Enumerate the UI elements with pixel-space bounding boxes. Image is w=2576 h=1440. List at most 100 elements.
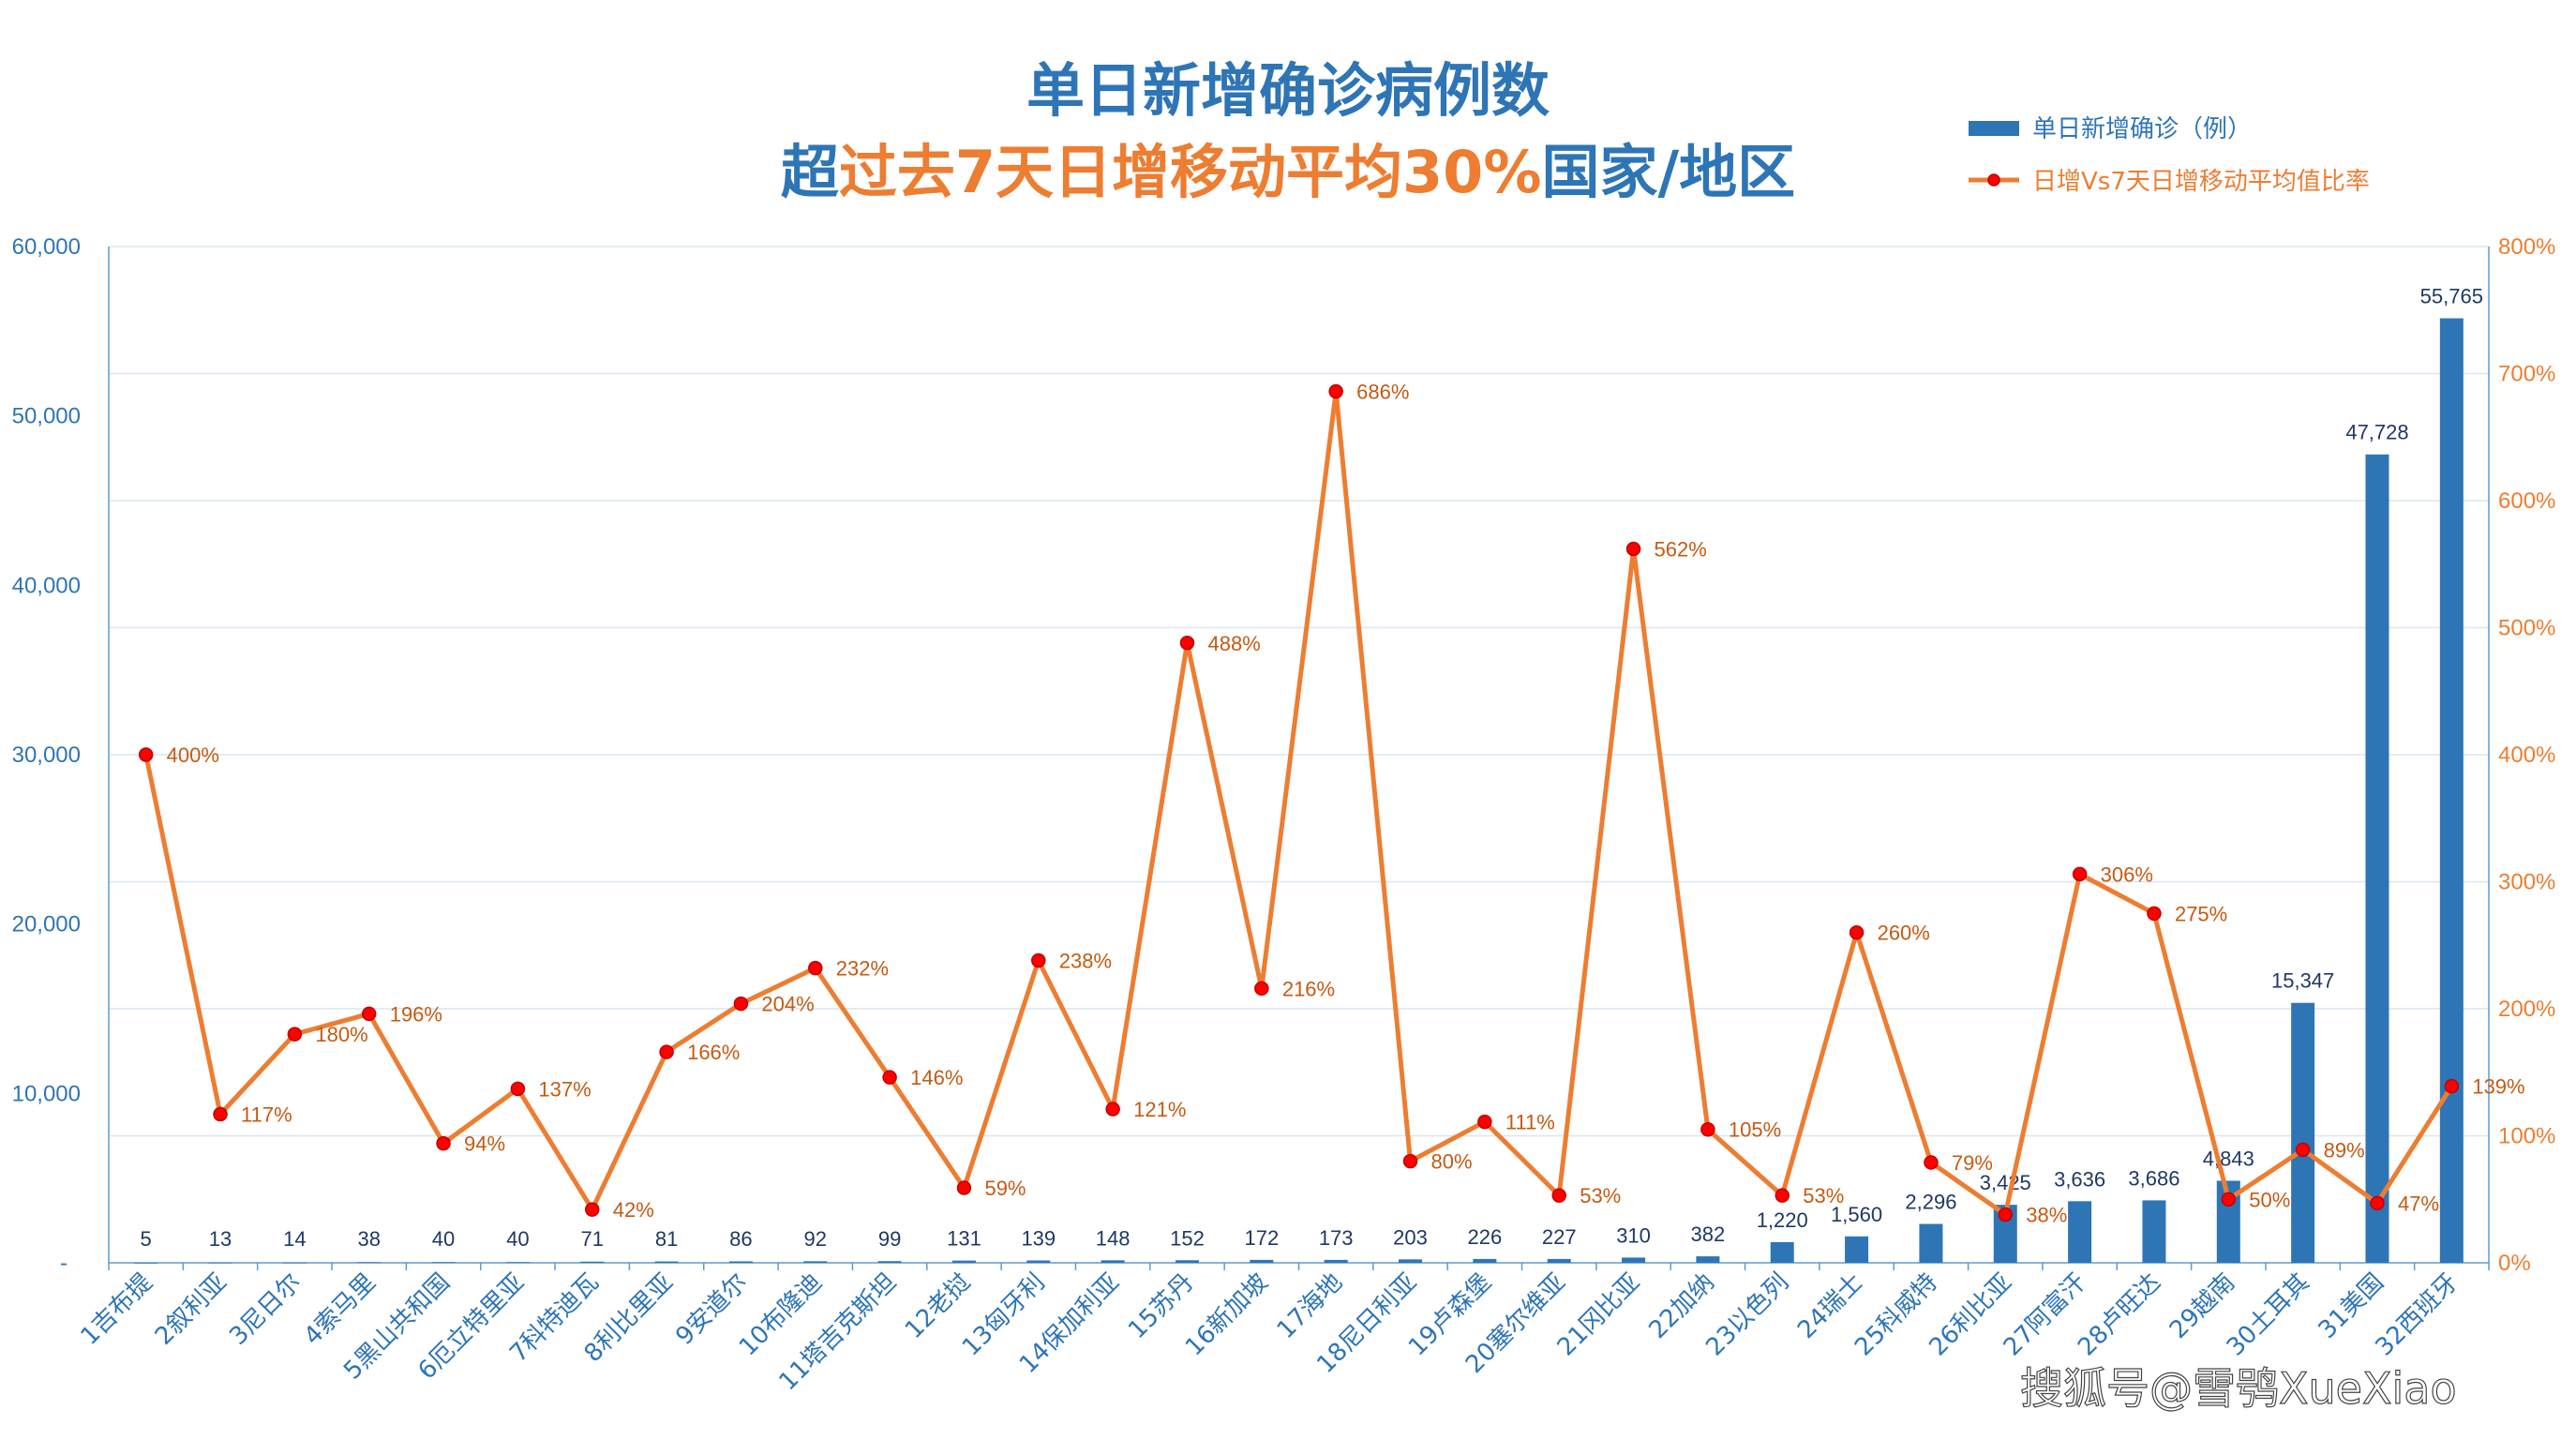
bar	[1026, 1260, 1051, 1263]
line-point	[2295, 1142, 2311, 1158]
bar	[877, 1261, 902, 1263]
bar-value-label: 226	[1468, 1225, 1503, 1249]
line-value-label: 306%	[2101, 862, 2153, 886]
bar-value-label: 15,347	[2271, 969, 2334, 993]
chart-subtitle-part: 过去7天日增移动平均30%	[839, 138, 1542, 206]
line-point	[1105, 1102, 1120, 1117]
bar	[208, 1262, 232, 1264]
right-tick-label: 200%	[2498, 997, 2555, 1022]
bar-value-label: 38	[357, 1227, 380, 1251]
line-point	[138, 747, 154, 762]
line-value-label: 180%	[315, 1023, 367, 1046]
line-value-label: 59%	[984, 1177, 1026, 1200]
line-point	[1328, 383, 1343, 399]
line-point	[510, 1081, 526, 1097]
line-value-label: 79%	[1952, 1151, 1993, 1175]
bar-value-label: 2,296	[1905, 1191, 1956, 1214]
line-value-label: 105%	[1729, 1118, 1781, 1142]
chart-title: 单日新增确诊病例数	[1026, 56, 1550, 125]
chart-subtitle-part: 国家/地区	[1541, 138, 1795, 206]
bar-value-label: 71	[580, 1227, 603, 1251]
plot-area: - 10,000 20,000 30,000 40,000 50,000 60,000 0% 1…	[12, 234, 2556, 1396]
bar	[1770, 1241, 1794, 1263]
bar	[2142, 1200, 2166, 1263]
bar-value-label: 40	[432, 1227, 455, 1251]
right-tick-label: 400%	[2498, 742, 2555, 768]
bar	[1250, 1259, 1274, 1263]
line-value-label: 166%	[687, 1041, 740, 1064]
bar-value-label: 40	[506, 1227, 529, 1251]
line-point	[361, 1006, 377, 1022]
bar	[134, 1262, 158, 1264]
line-point	[1031, 952, 1046, 968]
line-value-label: 232%	[836, 957, 889, 981]
category-label: 23以色列	[1700, 1268, 1794, 1362]
bar	[1101, 1260, 1125, 1263]
line-value-label: 94%	[464, 1132, 505, 1156]
line-point	[733, 996, 749, 1012]
line-value-label: 216%	[1282, 977, 1335, 1000]
watermark: 搜狐号@雪鸮XueXiao	[2020, 1363, 2457, 1414]
left-tick-label: 30,000	[12, 742, 81, 768]
line-point	[1625, 541, 1641, 557]
category-label: 21冈比亚	[1552, 1268, 1646, 1362]
line-value-label: 204%	[761, 993, 814, 1016]
line-point	[1998, 1207, 2014, 1222]
category-label: 16新加坡	[1180, 1268, 1274, 1362]
line-value-label: 686%	[1356, 380, 1409, 403]
left-tick-label: 40,000	[12, 573, 81, 598]
right-tick-label: 600%	[2498, 488, 2555, 514]
line-value-label: 89%	[2324, 1138, 2365, 1162]
line-value-label: 146%	[910, 1066, 963, 1089]
line-point	[1849, 924, 1865, 940]
line-value-label: 562%	[1655, 537, 1707, 561]
bar	[1175, 1260, 1199, 1263]
line-point	[1179, 636, 1195, 651]
bar-value-label: 1,220	[1757, 1208, 1808, 1232]
category-label: 32西班牙	[2371, 1268, 2464, 1362]
bar	[505, 1262, 530, 1264]
line-point	[2221, 1192, 2237, 1207]
line-point	[882, 1070, 897, 1085]
category-label: 3尼日尔	[224, 1268, 307, 1351]
line-point	[2444, 1078, 2460, 1094]
line-value-label: 488%	[1207, 632, 1260, 655]
bar	[2439, 318, 2464, 1263]
ratio-line	[143, 388, 2454, 1218]
bar	[803, 1261, 828, 1263]
bar-value-label: 310	[1616, 1223, 1651, 1247]
bar-value-label: 55,765	[2420, 285, 2483, 308]
bar	[1919, 1223, 1943, 1263]
line-value-label: 80%	[1431, 1150, 1473, 1174]
category-label: 1吉布提	[76, 1268, 158, 1351]
bar-value-label: 5	[141, 1227, 152, 1251]
bar-value-label: 173	[1319, 1226, 1354, 1250]
line-value-label: 117%	[241, 1102, 292, 1126]
line-value-label: 50%	[2249, 1188, 2290, 1211]
line-value-label: 260%	[1878, 922, 1930, 945]
bar	[357, 1262, 382, 1264]
bar-value-label: 92	[804, 1227, 827, 1251]
left-tick-label: 20,000	[12, 912, 81, 938]
category-label: 28卢旺达	[2073, 1268, 2166, 1362]
line-point	[1477, 1114, 1492, 1130]
bar-value-label: 4,843	[2203, 1148, 2254, 1171]
bar-value-label: 152	[1170, 1226, 1205, 1250]
line-value-label: 121%	[1133, 1098, 1186, 1121]
line-value-label: 111%	[1505, 1111, 1555, 1134]
line-value-label: 53%	[1803, 1184, 1844, 1208]
left-tick-label: 10,000	[12, 1081, 81, 1106]
line-value-label: 275%	[2175, 902, 2227, 925]
legend-line-marker	[1987, 173, 2000, 187]
bar	[1399, 1259, 1423, 1263]
line-point	[808, 960, 823, 976]
bar-value-label: 81	[655, 1227, 678, 1251]
line-point	[1775, 1188, 1790, 1203]
bar-value-label: 86	[729, 1227, 752, 1251]
bar	[1547, 1258, 1571, 1263]
bar-value-label: 1,560	[1831, 1203, 1882, 1226]
bar-value-label: 99	[878, 1227, 901, 1251]
bar	[2291, 1002, 2315, 1263]
bar-value-label: 3,636	[2054, 1167, 2105, 1191]
line-point	[1551, 1188, 1566, 1203]
